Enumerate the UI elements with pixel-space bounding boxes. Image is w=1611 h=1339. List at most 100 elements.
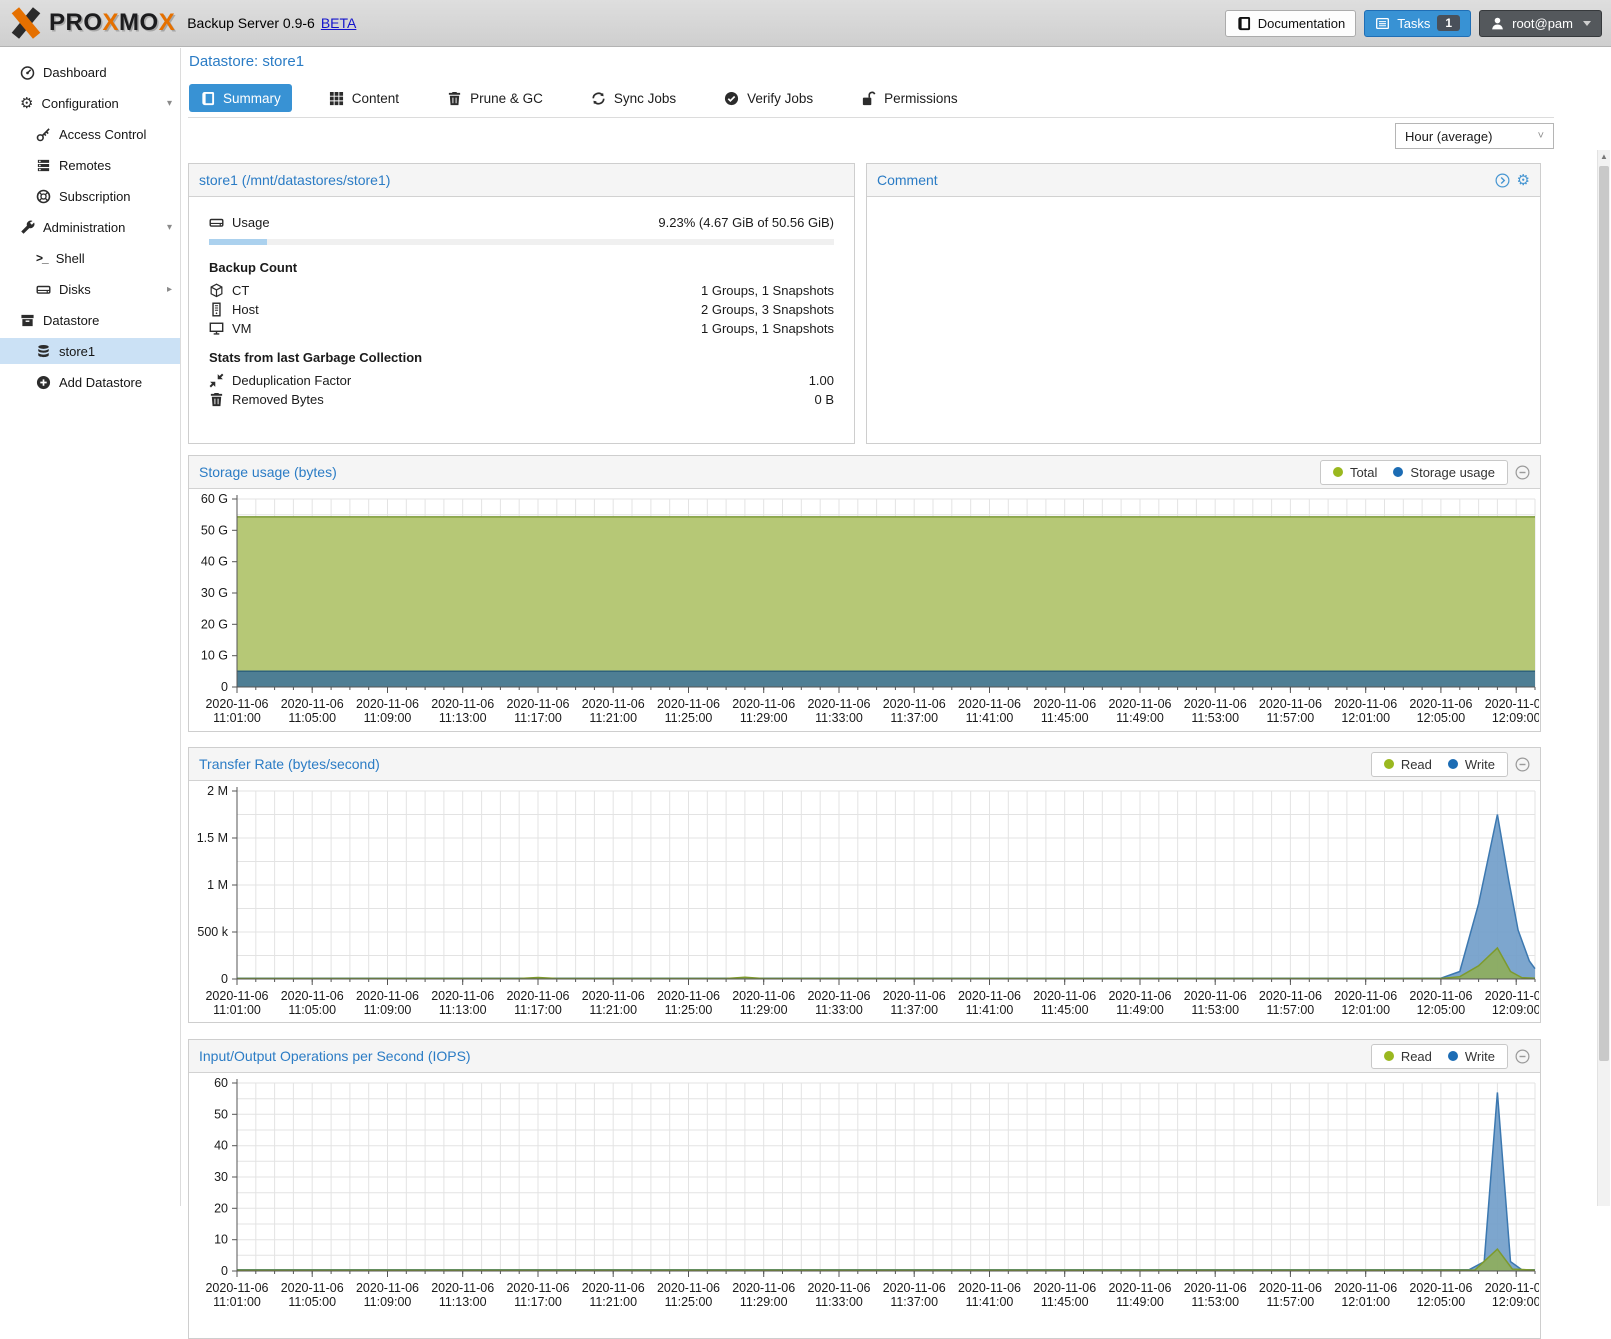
row-value: 1.00 <box>808 373 834 388</box>
svg-text:2020-11-06: 2020-11-06 <box>582 989 645 1003</box>
svg-text:11:01:00: 11:01:00 <box>213 1003 261 1017</box>
svg-text:11:29:00: 11:29:00 <box>740 1295 788 1309</box>
svg-text:2020-11-06: 2020-11-06 <box>205 1281 268 1295</box>
brand-letter: X <box>158 9 176 36</box>
legend-dot <box>1447 759 1458 769</box>
collapse-panel-icon[interactable] <box>1515 465 1530 480</box>
svg-text:11:17:00: 11:17:00 <box>514 1003 562 1017</box>
tab-permissions[interactable]: Permissions <box>850 84 969 112</box>
svg-text:11:41:00: 11:41:00 <box>966 1295 1014 1309</box>
book-icon <box>200 91 215 106</box>
svg-text:11:13:00: 11:13:00 <box>439 1003 487 1017</box>
collapse-panel-icon[interactable] <box>1515 1049 1530 1064</box>
legend-label: Write <box>1464 756 1495 772</box>
legend-label: Storage usage <box>1410 464 1495 480</box>
svg-text:2020-11-06: 2020-11-06 <box>1184 1281 1247 1295</box>
datastore-summary-body: Usage 9.23% (4.67 GiB of 50.56 GiB) Backup… <box>189 213 854 409</box>
chart-legend: Read Write <box>1370 751 1508 777</box>
svg-text:10 G: 10 G <box>201 649 228 663</box>
svg-text:2020-11-06: 2020-11-06 <box>506 1281 569 1295</box>
legend-dot <box>1383 759 1394 769</box>
datastore-summary-panel: store1 (/mnt/datastores/store1) Usage 9.2… <box>188 163 855 444</box>
tab-prune-gc[interactable]: Prune & GC <box>436 84 554 112</box>
svg-text:40 G: 40 G <box>201 555 228 569</box>
svg-text:2020-11-06: 2020-11-06 <box>657 697 720 711</box>
vertical-scrollbar[interactable]: ▲ <box>1597 150 1610 1206</box>
legend-label: Total <box>1349 464 1378 480</box>
sidebar-item-configuration[interactable]: ⚙ Configuration ▾ <box>0 90 180 116</box>
svg-text:12:05:00: 12:05:00 <box>1417 1295 1466 1309</box>
scrollbar-thumb[interactable] <box>1599 166 1609 1061</box>
gear-icon[interactable]: ⚙ <box>1516 171 1530 189</box>
terminal-icon: >_ <box>36 250 49 265</box>
svg-text:12:01:00: 12:01:00 <box>1341 1003 1390 1017</box>
sidebar-item-disks[interactable]: Disks ▸ <box>0 276 180 302</box>
svg-text:11:49:00: 11:49:00 <box>1116 1003 1164 1017</box>
sidebar-item-datastore[interactable]: Datastore <box>0 307 180 333</box>
storage-usage-chart: 2020-11-0611:01:002020-11-0611:05:002020… <box>201 492 1539 725</box>
sidebar-item-remotes[interactable]: Remotes <box>0 152 180 178</box>
svg-text:2020-11-06: 2020-11-06 <box>1259 989 1322 1003</box>
svg-text:2 M: 2 M <box>207 784 228 798</box>
svg-text:2020-11-06: 2020-11-06 <box>958 697 1021 711</box>
chevron-right-icon[interactable]: ▸ <box>166 283 172 295</box>
svg-text:11:13:00: 11:13:00 <box>439 1295 487 1309</box>
sidebar-item-label: Configuration <box>41 95 119 111</box>
chevron-down-icon[interactable]: ▾ <box>166 97 172 109</box>
svg-text:2020-11-06: 2020-11-06 <box>506 989 569 1003</box>
check-circle-icon <box>724 91 739 106</box>
summary-row-removed-bytes: Removed Bytes 0 B <box>189 390 854 409</box>
expand-panel-icon[interactable] <box>1495 173 1510 188</box>
scroll-up-arrow[interactable]: ▲ <box>1600 152 1608 161</box>
svg-text:60: 60 <box>214 1076 228 1090</box>
sidebar-item-subscription[interactable]: Subscription <box>0 183 180 209</box>
sidebar-item-access-control[interactable]: Access Control <box>0 121 180 147</box>
tab-content[interactable]: Content <box>318 84 410 112</box>
summary-row-deduplication-factor: Deduplication Factor 1.00 <box>189 371 854 390</box>
sidebar-item-shell[interactable]: >_ Shell <box>0 245 180 271</box>
tasks-button[interactable]: Tasks 1 <box>1364 9 1472 37</box>
svg-text:0: 0 <box>221 972 228 986</box>
documentation-button[interactable]: Documentation <box>1224 9 1357 37</box>
collapse-panel-icon[interactable] <box>1515 757 1530 772</box>
sidebar-item-store1[interactable]: store1 <box>0 338 180 364</box>
svg-text:11:05:00: 11:05:00 <box>288 1003 336 1017</box>
sidebar-item-add-datastore[interactable]: Add Datastore <box>0 369 180 395</box>
iops-chart: 2020-11-0611:01:002020-11-0611:05:002020… <box>205 1076 1539 1309</box>
row-label: CT <box>232 283 250 298</box>
chevron-down-icon[interactable]: ▾ <box>166 221 172 233</box>
svg-text:2020-11-06: 2020-11-06 <box>281 1281 344 1295</box>
svg-text:2020-11-06: 2020-11-06 <box>1485 989 1539 1003</box>
tab-verify-jobs[interactable]: Verify Jobs <box>713 84 824 112</box>
hdd-icon <box>209 215 224 230</box>
sidebar-item-dashboard[interactable]: Dashboard <box>0 59 180 85</box>
svg-text:11:05:00: 11:05:00 <box>288 1295 336 1309</box>
beta-link[interactable]: BETA <box>320 15 357 31</box>
chevron-down-icon: ˅ <box>1537 130 1544 142</box>
host-icon <box>209 302 224 317</box>
svg-text:11:29:00: 11:29:00 <box>740 1003 788 1017</box>
documentation-label: Documentation <box>1257 15 1346 31</box>
svg-text:11:45:00: 11:45:00 <box>1041 1295 1089 1309</box>
time-range-select[interactable]: Hour (average) ˅ <box>1395 123 1554 149</box>
svg-text:2020-11-06: 2020-11-06 <box>732 697 795 711</box>
svg-text:11:29:00: 11:29:00 <box>740 711 788 725</box>
legend-label: Read <box>1400 756 1432 772</box>
svg-text:30: 30 <box>214 1170 228 1184</box>
svg-text:2020-11-06: 2020-11-06 <box>356 697 419 711</box>
svg-text:11:49:00: 11:49:00 <box>1116 711 1164 725</box>
svg-text:11:37:00: 11:37:00 <box>890 1003 938 1017</box>
svg-text:2020-11-06: 2020-11-06 <box>1184 697 1247 711</box>
storage-usage-panel: Storage usage (bytes) Total Storage usage… <box>188 455 1541 732</box>
sidebar-item-label: Disks <box>59 281 91 297</box>
brand-letter: MO <box>119 9 159 36</box>
sidebar-item-administration[interactable]: Administration ▾ <box>0 214 180 240</box>
svg-text:11:09:00: 11:09:00 <box>364 1003 412 1017</box>
svg-text:2020-11-06: 2020-11-06 <box>431 989 494 1003</box>
top-header-bar: PROXMOX Backup Server 0.9-6 BETA Documen… <box>0 0 1611 47</box>
tab-summary[interactable]: Summary <box>189 84 292 112</box>
svg-text:2020-11-06: 2020-11-06 <box>582 697 645 711</box>
user-menu-button[interactable]: root@pam <box>1479 9 1602 37</box>
tab-sync-jobs[interactable]: Sync Jobs <box>580 84 687 112</box>
vm-icon <box>209 321 224 336</box>
